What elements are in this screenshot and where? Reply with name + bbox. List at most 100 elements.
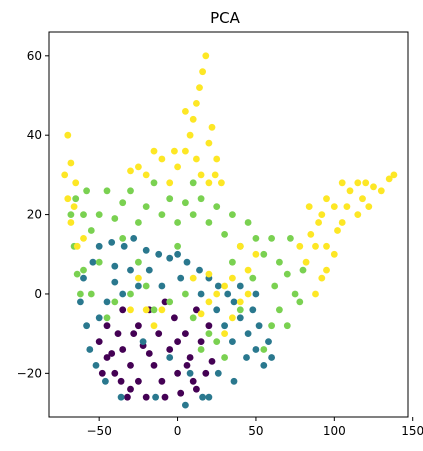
scatter-point [213,306,221,314]
scatter-point [260,250,268,258]
scatter-point [276,258,283,266]
scatter-point [244,330,252,337]
scatter-point [177,274,185,282]
scatter-point [189,377,197,385]
scatter-point [224,290,232,298]
scatter-point [127,290,134,298]
scatter-point [205,330,213,337]
scatter-point [252,235,260,242]
scatter-point [370,183,377,191]
scatter-point [119,235,127,242]
scatter-point [202,52,210,60]
scatter-point [111,369,119,377]
scatter-point [130,330,138,337]
scatter-point [158,306,166,314]
scatter-point [145,266,153,274]
scatter-point [83,322,90,330]
scatter-point [142,306,150,314]
points-layer [61,52,398,409]
scatter-point [158,155,166,163]
scatter-point [302,258,310,266]
scatter-point [103,187,111,195]
scatter-point [205,270,213,278]
scatter-point [61,171,69,179]
scatter-point [166,179,174,187]
scatter-point [193,155,200,163]
scatter-point [70,203,78,211]
scatter-point [205,139,213,147]
scatter-point [230,298,238,306]
scatter-point [299,266,307,274]
scatter-point [103,314,111,322]
scatter-point [119,346,127,353]
scatter-point [199,68,207,76]
scatter-point [145,350,153,357]
scatter-point [127,167,134,175]
scatter-point [174,163,182,171]
scatter-point [127,362,134,369]
scatter-point [197,310,205,318]
scatter-point [95,258,103,266]
scatter-point [150,179,158,187]
scatter-point [291,290,299,298]
scatter-point [271,282,279,290]
scatter-point [67,211,75,219]
scatter-point [208,358,216,365]
scatter-point [150,306,158,314]
scatter-point [214,369,222,377]
scatter-point [174,338,182,345]
scatter-point [135,282,142,290]
scatter-point [119,290,127,298]
scatter-point [158,211,166,219]
scatter-point [205,179,213,187]
series-group [61,52,398,337]
scatter-point [77,298,84,306]
scatter-point [318,211,326,219]
scatter-point [205,322,213,330]
scatter-point [135,163,142,171]
scatter-point [80,211,87,219]
scatter-point [221,354,229,361]
scatter-point [166,346,174,353]
scatter-point [142,171,150,179]
scatter-point [236,242,244,250]
x-tick-label: 150 [401,424,423,438]
scatter-point [362,179,370,187]
scatter-point [183,258,191,266]
scatter-point [127,385,134,393]
scatter-point [189,179,197,187]
scatter-point [161,393,169,401]
scatter-point [150,147,158,155]
scatter-point [124,393,131,401]
scatter-point [197,171,205,179]
series-group [77,235,275,409]
scatter-point [135,274,142,282]
scatter-point [236,314,244,322]
scatter-point [252,346,260,353]
scatter-point [334,227,341,234]
scatter-point [142,282,150,290]
scatter-point [229,338,236,345]
scatter-point [135,258,142,266]
scatter-point [158,282,166,290]
scatter-point [236,282,244,290]
scatter-point [354,211,362,219]
scatter-point [95,211,103,219]
scatter-point [87,227,95,234]
scatter-point [315,219,322,226]
scatter-point [283,322,291,330]
scatter-point [77,290,84,298]
scatter-point [80,274,87,282]
scatter-point [229,274,236,282]
scatter-point [127,266,134,274]
scatter-point [229,314,236,322]
scatter-point [214,282,222,290]
scatter-point [183,362,191,369]
scatter-point [80,235,87,242]
scatter-point [89,258,97,266]
scatter-point [103,354,111,361]
scatter-point [213,155,221,163]
scatter-point [193,385,200,393]
scatter-point [268,235,275,242]
